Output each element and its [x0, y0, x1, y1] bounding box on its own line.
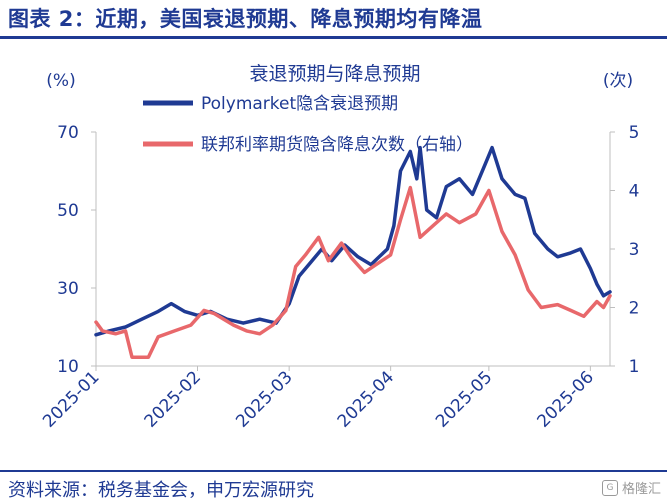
line-chart: 衰退预期与降息预期 (%) (次) 10 30 50 70 1 2 3 4 5 2025-01 2025-…	[39, 63, 640, 432]
series-line-1	[94, 145, 612, 337]
footer-rule	[0, 470, 667, 472]
x-tick-label: 2025-03	[232, 367, 296, 431]
right-unit-label: (次)	[603, 71, 633, 91]
legend-label-2: 联邦利率期货隐含降息次数（右轴）	[201, 135, 473, 155]
left-unit-label: (%)	[46, 71, 75, 91]
x-tick-label: 2025-04	[334, 367, 398, 431]
chart-area: 衰退预期与降息预期 (%) (次) 10 30 50 70 1 2 3 4 5 2025-01 2025-…	[0, 40, 667, 468]
title-rule	[0, 36, 667, 39]
watermark-logo-icon: G	[601, 479, 618, 496]
watermark-text: 格隆汇	[621, 482, 661, 497]
right-tick-label: 2	[629, 299, 640, 319]
series-line-2	[94, 185, 612, 359]
left-tick-label: 50	[57, 201, 79, 221]
left-tick-label: 70	[57, 123, 79, 143]
left-tick-label: 30	[57, 279, 79, 299]
x-tick-label: 2025-01	[39, 367, 103, 431]
x-tick-label: 2025-05	[432, 367, 496, 431]
right-tick-label: 1	[629, 357, 640, 377]
right-tick-label: 4	[629, 182, 640, 202]
legend-label-1: Polymarket隐含衰退预期	[201, 94, 398, 114]
watermark: G 格隆汇	[601, 478, 661, 497]
title-bar: 图表 2：近期，美国衰退预期、降息预期均有降温	[0, 0, 667, 40]
left-tick-label: 10	[57, 357, 79, 377]
source-note: 资料来源：税务基金会，申万宏源研究	[8, 480, 314, 501]
right-tick-label: 5	[629, 123, 640, 143]
x-tick-label: 2025-02	[141, 367, 205, 431]
chart-title: 衰退预期与降息预期	[249, 63, 420, 85]
x-tick-label: 2025-06	[534, 367, 598, 431]
figure-title: 图表 2：近期，美国衰退预期、降息预期均有降温	[8, 7, 483, 31]
right-tick-label: 3	[629, 240, 640, 260]
